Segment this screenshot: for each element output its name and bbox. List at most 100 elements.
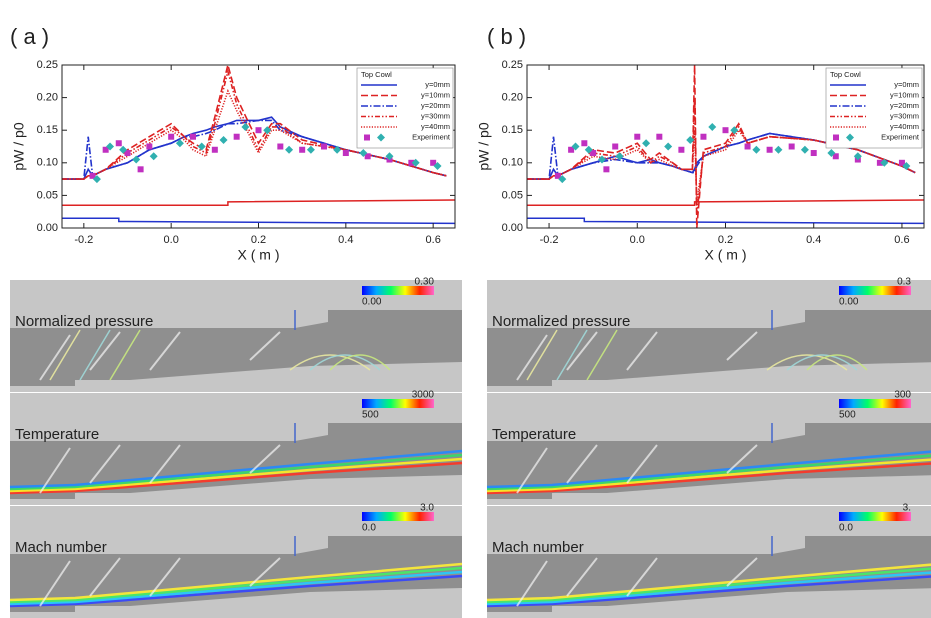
x-tick-label: 0.4 [806,234,821,246]
outline-line [62,200,455,205]
legend-label: y=0mm [894,80,919,89]
y-tick-label: 0.20 [502,92,523,104]
experiment-point [642,139,650,147]
legend-label: y=10mm [421,90,450,99]
x-tick-label: 0.4 [338,234,353,246]
experiment-point [774,146,782,154]
legend-swatch [364,135,370,141]
experiment-point [150,152,158,160]
x-tick-label: 0.6 [894,234,909,246]
colorbar-max: 3.0 [420,503,434,514]
contour-panel: 0.00 0.3 Normalized pressure [487,277,931,392]
experiment-point [801,146,809,154]
legend-label: y=30mm [890,111,919,120]
experiment-point [811,150,817,156]
colorbar [839,512,911,521]
experiment-point [745,144,751,150]
experiment-point [220,136,228,144]
panel-label: ( b ) [487,24,526,49]
experiment-point [198,143,206,151]
experiment-point [138,166,144,172]
experiment-point [612,144,618,150]
x-tick-label: 0.2 [251,234,266,246]
colorbar-min: 0.0 [839,523,853,534]
contour-title: Normalized pressure [15,313,153,330]
contour-title: Mach number [492,539,584,556]
x-tick-label: 0.2 [718,234,733,246]
legend-label: y=0mm [425,80,450,89]
experiment-point [299,147,305,153]
contour-title: Mach number [15,539,107,556]
x-tick-label: -0.2 [540,234,559,246]
x-tick-label: 0.6 [426,234,441,246]
experiment-point [723,127,729,133]
experiment-point [190,134,196,140]
legend-label: y=10mm [890,90,919,99]
colorbar-min: 0.0 [362,523,376,534]
contour-title: Normalized pressure [492,313,630,330]
experiment-point [708,123,716,131]
experiment-point [678,147,684,153]
colorbar-min: 0.00 [839,297,859,308]
colorbar-min: 500 [362,410,379,421]
experiment-point [700,134,706,140]
legend-label: Experiment [412,132,451,141]
contour-panel: 500300Temperature [487,390,931,505]
experiment-point [767,147,773,153]
colorbar-max: 0.3 [897,277,911,288]
contour-panel: 0.0 3.0 Mach number [10,503,462,618]
experiment-point [168,134,174,140]
experiment-point [752,146,760,154]
legend-label: y=20mm [421,101,450,110]
y-tick-label: 0.15 [502,124,523,136]
legend-swatch [833,135,839,141]
experiment-point [343,150,349,156]
panel-label: ( a ) [10,24,49,49]
x-axis-label: X ( m ) [238,247,280,263]
legend-label: y=20mm [890,101,919,110]
y-axis-label: pW / p0 [11,122,27,170]
colorbar-min: 500 [839,410,856,421]
experiment-point [212,147,218,153]
outline-line [62,218,455,223]
y-tick-label: 0.10 [37,157,58,169]
y-axis-label: pW / p0 [476,122,492,170]
experiment-point [789,144,795,150]
y-tick-label: 0.25 [502,59,523,71]
x-axis-label: X ( m ) [705,247,747,263]
experiment-point [656,134,662,140]
experiment-point [234,134,240,140]
legend-label: Experiment [881,132,920,141]
legend-title: Top Cowl [830,70,861,79]
y-tick-label: 0.25 [37,59,58,71]
experiment-point [277,144,283,150]
x-tick-label: -0.2 [74,234,93,246]
legend-label: y=30mm [421,111,450,120]
legend-title: Top Cowl [361,70,392,79]
outline-line [527,218,924,223]
x-tick-label: 0.0 [630,234,645,246]
y-tick-label: 0.20 [37,92,58,104]
experiment-point [321,144,327,150]
experiment-point [634,134,640,140]
experiment-point [256,127,262,133]
experiment-point [241,123,249,131]
experiment-point [603,166,609,172]
y-tick-label: 0.05 [37,189,58,201]
experiment-point [307,146,315,154]
colorbar-max: 3000 [412,390,435,401]
y-tick-label: 0.15 [37,124,58,136]
contour-panel: 0.0 3. Mach number [487,503,931,618]
experiment-point [116,140,122,146]
contour-panel: 5003000Temperature [10,390,462,505]
experiment-point [664,143,672,151]
figure: ( a ) ( b ) 0.00 0.05 0.10 0.15 0.20 0.25 -0.2… [0,0,931,618]
legend-label: y=40mm [421,122,450,131]
experiment-point [285,146,293,154]
y-tick-label: 0.00 [37,222,58,234]
y-tick-label: 0.00 [502,222,523,234]
colorbar-max: 3. [903,503,911,514]
y-tick-label: 0.05 [502,189,523,201]
